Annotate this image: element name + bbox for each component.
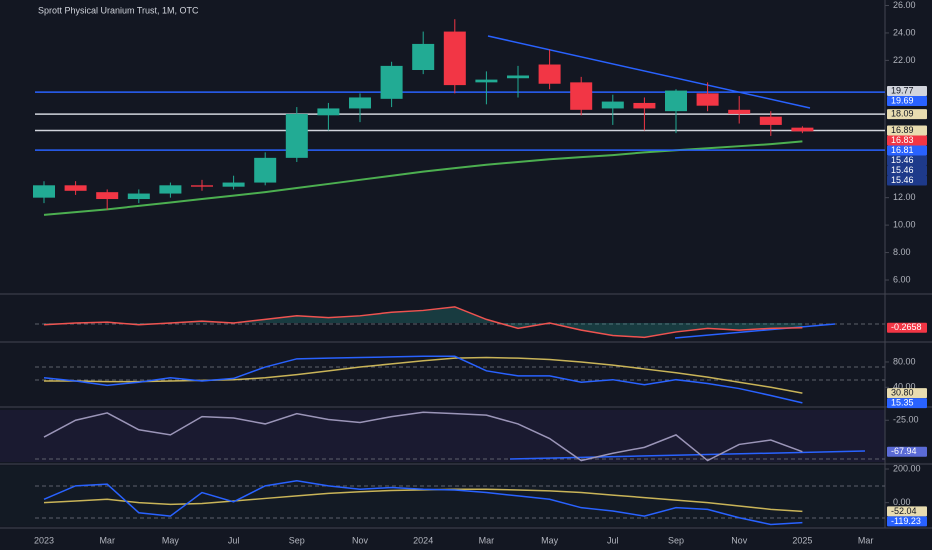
candle-body [96, 192, 119, 200]
x-tick-label: 2024 [413, 535, 433, 545]
last-value-box [887, 398, 927, 409]
x-tick-label: Nov [731, 535, 748, 545]
x-tick-label: Jul [228, 535, 240, 545]
y-tick-label: 200.00 [893, 463, 921, 473]
candle-body [443, 31, 466, 86]
price-label: 16.89 [891, 125, 914, 135]
y-tick-label: -25.00 [893, 415, 919, 425]
candle-body [412, 43, 435, 71]
y-tick-label: 12.00 [893, 192, 916, 202]
chart-title: Sprott Physical Uranium Trust, 1M, OTC [38, 5, 199, 15]
candle-body [696, 93, 719, 106]
candle-body [127, 193, 150, 200]
separators [0, 0, 932, 529]
price-label-box [887, 86, 927, 97]
last-value-box [887, 388, 927, 399]
last-value-box [887, 322, 927, 333]
candle-body [728, 109, 751, 114]
y-tick-label: 22.00 [893, 55, 916, 65]
price-label-box [887, 165, 927, 176]
last-value-label: -0.2658 [891, 322, 922, 332]
x-tick-label: May [162, 535, 180, 545]
last-value-box [887, 446, 927, 457]
candle-body [349, 97, 371, 109]
price-label-box [887, 135, 927, 146]
candle-body [570, 82, 593, 110]
price-label-box [887, 109, 927, 120]
candle-body [665, 90, 687, 112]
x-tick-label: May [541, 535, 559, 545]
x-tick-label: Sep [289, 535, 305, 545]
candle-body [507, 75, 529, 79]
candle-body [222, 182, 245, 187]
trend-lines [487, 35, 866, 460]
candle-body [285, 113, 308, 158]
x-tick-label: Mar [479, 535, 495, 545]
y-tick-label: 26.00 [893, 0, 916, 10]
y-tick-label: 8.00 [893, 247, 911, 257]
band-lines [35, 323, 885, 519]
x-tick-label: Jul [607, 535, 619, 545]
candle-body [33, 185, 55, 198]
candle-body [475, 79, 498, 83]
candle-body [633, 102, 656, 109]
y-tick-label: 80.00 [893, 356, 916, 366]
y-tick-label: 6.00 [893, 274, 911, 284]
series-line [43, 306, 803, 339]
candle-body [191, 185, 213, 187]
candle-body [601, 101, 624, 109]
candle-body [791, 127, 814, 132]
panel-background [0, 466, 885, 526]
trend-line [674, 323, 836, 339]
x-tick-label: Mar [99, 535, 115, 545]
y-tick-label: 24.00 [893, 27, 916, 37]
price-label-box [887, 125, 927, 136]
price-label: 16.81 [891, 145, 914, 155]
last-value-label: 30.80 [891, 387, 914, 397]
last-value-label: -119.23 [891, 516, 921, 526]
x-tick-label: 2023 [34, 535, 54, 545]
price-label: 19.69 [891, 95, 914, 105]
area [44, 306, 803, 338]
price-label-box [887, 155, 927, 166]
trend-line [509, 450, 866, 460]
x-tick-label: Nov [352, 535, 369, 545]
series-line [43, 480, 803, 526]
price-label: 15.46 [891, 155, 914, 165]
last-value-box [887, 516, 927, 527]
x-tick-label: Sep [668, 535, 684, 545]
trend-line [487, 35, 811, 109]
series-line [44, 356, 803, 394]
last-value-label: 15.35 [891, 397, 914, 407]
candle-body [317, 108, 340, 116]
price-label-box [887, 145, 927, 156]
candle-body [64, 185, 87, 191]
y-tick-label: 0.00 [893, 497, 911, 507]
last-value-label: -67.94 [891, 446, 917, 456]
price-label: 15.46 [891, 165, 914, 175]
last-value-label: -52.04 [891, 506, 917, 516]
candle-body [159, 185, 182, 194]
x-tick-label: 2025 [792, 535, 812, 545]
y-tick-label: 10.00 [893, 219, 916, 229]
series-line [43, 355, 803, 404]
price-label-box [887, 175, 927, 186]
candle-body [538, 64, 561, 84]
price-label: 18.09 [891, 108, 914, 118]
price-label-box [887, 96, 927, 107]
x-tick-label: Mar [858, 535, 874, 545]
candle-body [759, 116, 782, 125]
series-line [43, 411, 803, 462]
price-label: 15.46 [891, 175, 914, 185]
candle-body [380, 65, 403, 99]
last-value-box [887, 506, 927, 517]
price-label: 16.83 [891, 135, 914, 145]
candle-body [254, 157, 277, 183]
price-label: 19.77 [891, 85, 914, 95]
y-tick-label: 40.00 [893, 382, 916, 392]
